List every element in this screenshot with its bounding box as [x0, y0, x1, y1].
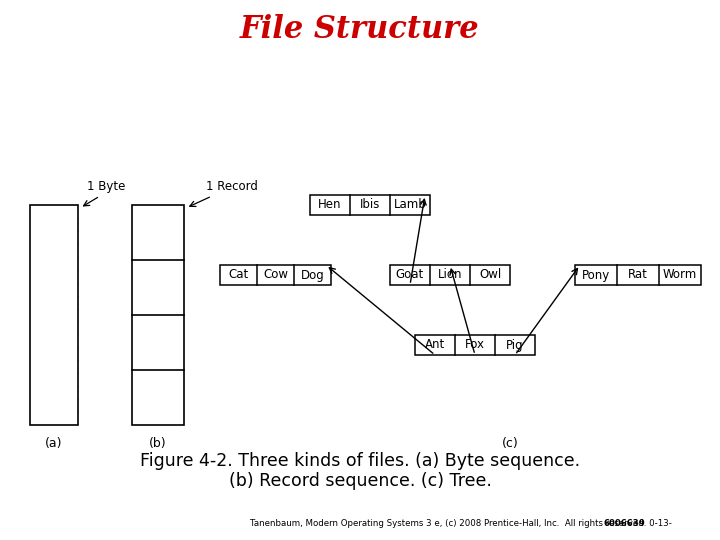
Text: Figure 4-2. Three kinds of files. (a) Byte sequence.: Figure 4-2. Three kinds of files. (a) By… — [140, 452, 580, 470]
Bar — [390, 265, 510, 285]
Text: Lion: Lion — [438, 268, 462, 281]
Text: Cow: Cow — [263, 268, 288, 281]
Bar — [415, 335, 535, 355]
Text: Ibis: Ibis — [360, 199, 380, 212]
Text: (c): (c) — [502, 437, 518, 450]
Text: Lamb: Lamb — [394, 199, 426, 212]
Text: Cat: Cat — [228, 268, 248, 281]
Bar — [30, 205, 78, 425]
Text: 1 Record: 1 Record — [206, 180, 258, 193]
Text: Dog: Dog — [301, 268, 325, 281]
Text: Hen: Hen — [318, 199, 342, 212]
Text: (b) Record sequence. (c) Tree.: (b) Record sequence. (c) Tree. — [228, 472, 492, 490]
Text: Fox: Fox — [465, 339, 485, 352]
Text: Tanenbaum, Modern Operating Systems 3 e, (c) 2008 Prentice-Hall, Inc.  All right: Tanenbaum, Modern Operating Systems 3 e,… — [250, 519, 672, 528]
Text: 1 Byte: 1 Byte — [87, 180, 125, 193]
Text: File Structure: File Structure — [240, 15, 480, 45]
Text: Pig: Pig — [506, 339, 524, 352]
Text: Worm: Worm — [663, 268, 697, 281]
Bar — [132, 205, 184, 425]
Bar — [575, 265, 701, 285]
Text: Owl: Owl — [479, 268, 501, 281]
Text: Pony: Pony — [582, 268, 610, 281]
Text: (b): (b) — [149, 437, 167, 450]
Text: Rat: Rat — [628, 268, 648, 281]
Text: 6006639: 6006639 — [604, 519, 646, 528]
Text: Ant: Ant — [425, 339, 445, 352]
Text: Goat: Goat — [396, 268, 424, 281]
Bar — [310, 195, 430, 215]
Bar — [220, 265, 331, 285]
Text: (a): (a) — [45, 437, 63, 450]
